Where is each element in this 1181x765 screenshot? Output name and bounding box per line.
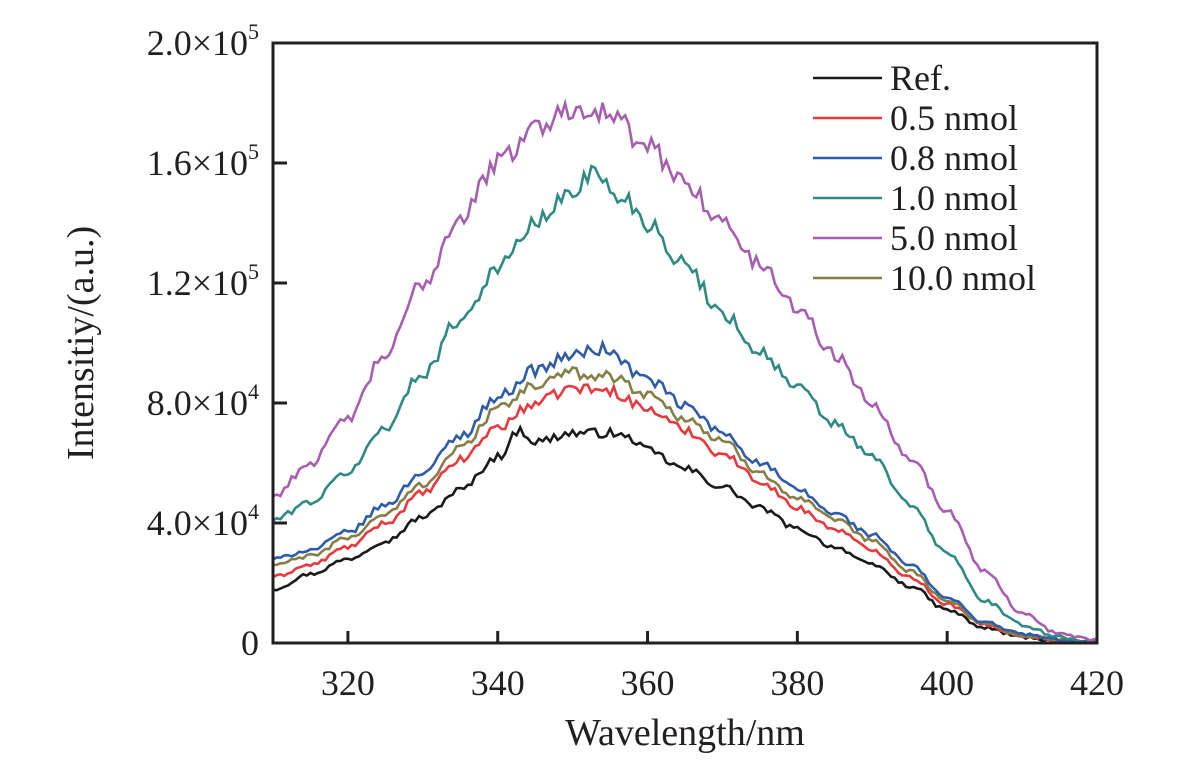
series-layer <box>272 98 1098 645</box>
series-line-ref <box>272 424 1098 645</box>
y-tick-label: 1.2×105 <box>147 259 259 303</box>
series-line-0-5-nmol <box>272 382 1098 645</box>
x-axis: 320 340 360 380 400 420 <box>321 631 1124 703</box>
plot-frame <box>271 41 1099 645</box>
x-tick-label: 340 <box>471 663 525 703</box>
x-tick-label: 420 <box>1070 663 1124 703</box>
legend-label: 5.0 nmol <box>890 218 1018 258</box>
x-axis-title: Wavelength/nm <box>565 712 805 754</box>
y-tick-label: 4.0×104 <box>147 499 259 543</box>
x-tick-label: 320 <box>321 663 375 703</box>
y-tick-label: 8.0×104 <box>147 379 259 423</box>
legend-label: 10.0 nmol <box>890 258 1036 298</box>
x-tick-label: 380 <box>770 663 824 703</box>
legend-label: 0.8 nmol <box>890 138 1018 178</box>
series-line-0-8-nmol <box>272 338 1098 645</box>
x-tick-label: 360 <box>621 663 675 703</box>
x-tick-label: 400 <box>920 663 974 703</box>
series-line-10-0-nmol <box>272 366 1098 645</box>
legend-label: Ref. <box>890 58 951 98</box>
y-tick-label: 1.6×105 <box>147 139 259 183</box>
y-axis-title: Intensitiy/(a.u.) <box>60 226 102 460</box>
y-axis: 0 4.0×104 8.0×104 1.2×105 1.6×105 2.0×105 <box>147 19 287 663</box>
series-line-5-0-nmol <box>272 98 1098 642</box>
y-tick-label: 0 <box>241 623 259 663</box>
legend-label: 0.5 nmol <box>890 98 1018 138</box>
y-tick-label: 2.0×105 <box>147 19 259 63</box>
legend-label: 1.0 nmol <box>890 178 1018 218</box>
series-line-1-0-nmol <box>272 164 1098 644</box>
